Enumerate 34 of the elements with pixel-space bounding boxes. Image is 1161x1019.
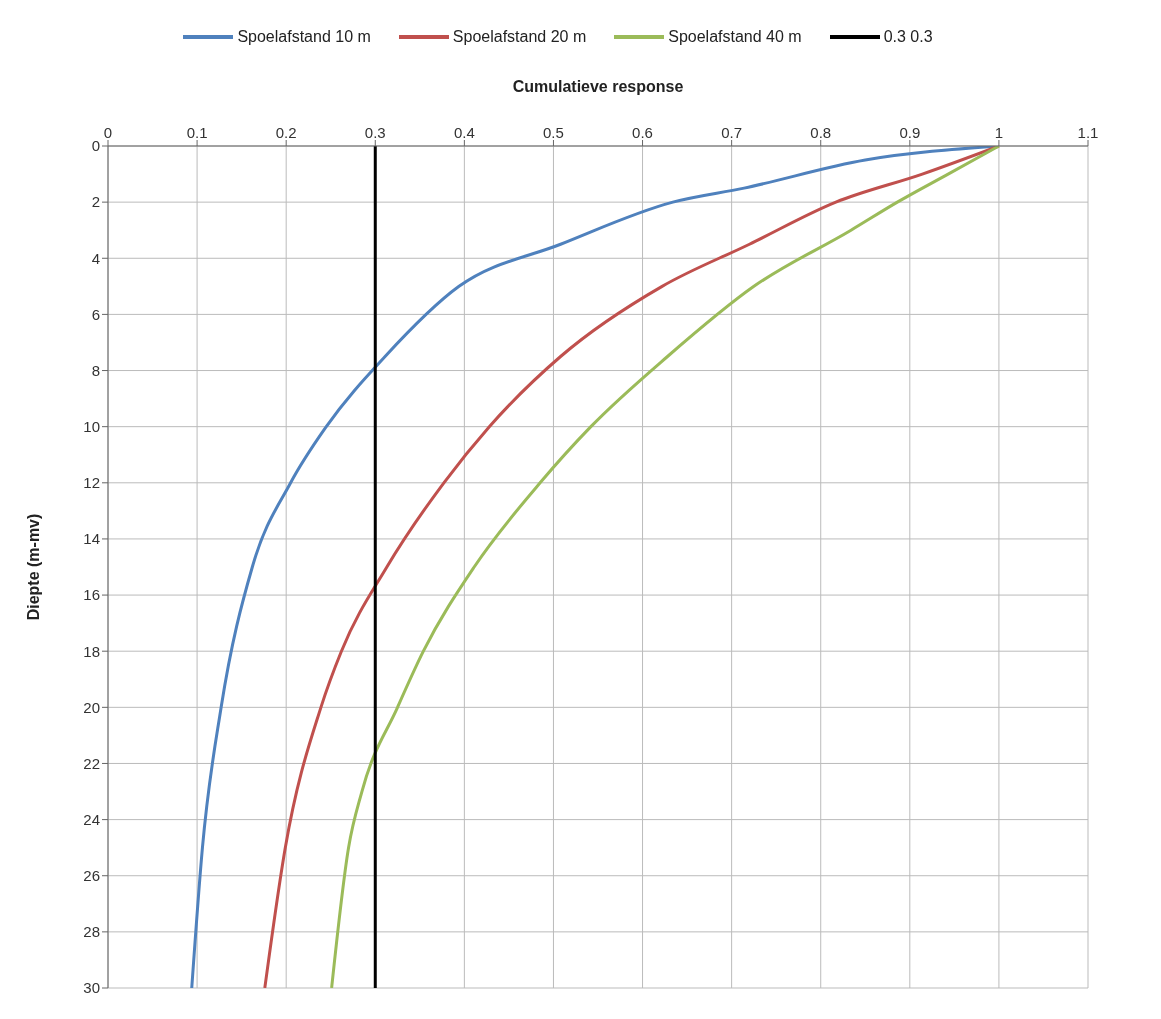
legend-label: Spoelafstand 40 m [668,28,802,46]
x-tick-label: 0.6 [632,124,653,141]
x-tick-label: 0.9 [899,124,921,141]
x-tick-label: 0.7 [721,124,743,141]
y-tick-label: 12 [83,474,100,492]
x-tick-label: 0.5 [543,124,564,141]
x-tick-label: 0.1 [186,124,208,141]
x-tick-label: 0.8 [810,124,832,141]
y-tick-label: 6 [91,305,100,323]
x-tick-label: 0.2 [275,124,297,141]
x-tick-label: 0.4 [453,124,475,141]
legend-label: 0.3 0.3 [883,28,933,46]
y-tick-label: 28 [83,923,100,941]
x-tick-label: 0.3 [364,124,386,141]
x-tick-label: 1 [994,124,1004,141]
y-tick-label: 14 [83,530,100,548]
y-axis-title: Diepte (m-mv) [24,513,42,621]
y-tick-label: 18 [83,642,100,660]
y-tick-label: 4 [91,249,100,267]
y-tick-label: 24 [83,810,100,828]
y-tick-label: 16 [83,586,100,604]
y-tick-label: 10 [83,417,100,435]
y-tick-label: 30 [83,979,100,997]
x-tick-label: 0 [103,124,113,141]
y-tick-label: 8 [91,361,100,379]
y-tick-label: 22 [83,754,100,772]
y-tick-label: 2 [91,193,100,211]
x-axis-title: Cumulatieve response [512,78,684,96]
y-tick-label: 0 [91,137,100,155]
x-tick-label: 1.1 [1077,124,1099,141]
legend-label: Spoelafstand 20 m [452,28,587,46]
y-tick-label: 20 [83,698,100,716]
y-tick-label: 26 [83,867,100,885]
legend-label: Spoelafstand 10 m [237,28,371,46]
